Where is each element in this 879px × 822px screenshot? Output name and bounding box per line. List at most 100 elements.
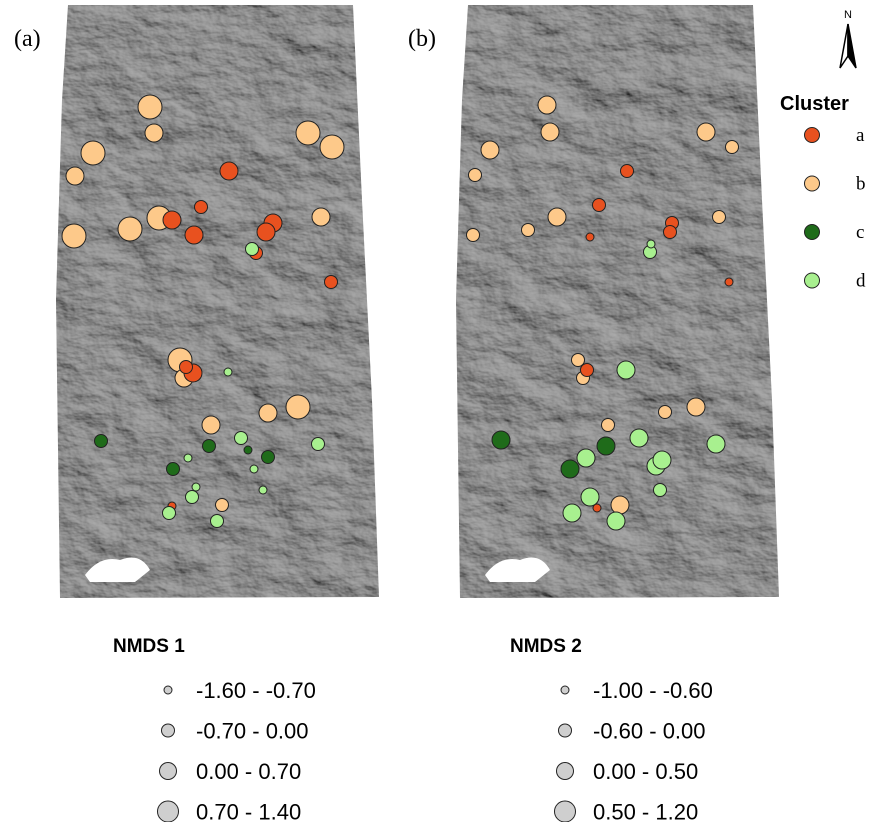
site-point bbox=[492, 431, 510, 449]
site-point bbox=[259, 486, 267, 494]
site-point bbox=[607, 512, 625, 530]
site-point bbox=[647, 240, 655, 248]
site-point bbox=[211, 515, 224, 528]
legend-label: -1.60 - -0.70 bbox=[196, 678, 316, 703]
site-point bbox=[202, 416, 220, 434]
site-point bbox=[184, 454, 192, 462]
site-point bbox=[586, 233, 594, 241]
site-point bbox=[548, 208, 566, 226]
legend-label: 0.00 - 0.50 bbox=[593, 759, 698, 784]
site-point bbox=[118, 217, 142, 241]
site-point bbox=[581, 488, 599, 506]
site-point bbox=[262, 451, 275, 464]
site-point bbox=[244, 446, 252, 454]
size-swatch bbox=[559, 724, 572, 737]
legend-label: 0.50 - 1.20 bbox=[593, 800, 698, 822]
legend-title: NMDS 2 bbox=[510, 636, 582, 657]
size-swatch bbox=[555, 801, 576, 822]
cluster-legend: a b c d bbox=[805, 125, 867, 292]
site-point bbox=[617, 361, 635, 379]
site-point bbox=[654, 484, 667, 497]
site-point bbox=[167, 463, 180, 476]
site-point bbox=[726, 141, 739, 154]
site-point bbox=[192, 483, 200, 491]
site-point bbox=[296, 121, 320, 145]
size-swatch bbox=[557, 763, 574, 780]
legend-label: -0.60 - 0.00 bbox=[593, 719, 706, 744]
site-point bbox=[216, 499, 229, 512]
site-point bbox=[235, 432, 248, 445]
legend-label: -0.70 - 0.00 bbox=[196, 719, 309, 744]
site-point bbox=[577, 449, 595, 467]
legend-label: b bbox=[856, 174, 866, 195]
north-label: N bbox=[844, 9, 852, 21]
site-point bbox=[195, 201, 208, 214]
site-point bbox=[312, 208, 330, 226]
site-point bbox=[563, 504, 581, 522]
site-point bbox=[481, 141, 499, 159]
size-legends: NMDS 1 -1.60 - -0.70 -0.70 - 0.00 0.00 - 0.… bbox=[113, 636, 713, 822]
site-point bbox=[220, 162, 238, 180]
site-point bbox=[180, 361, 193, 374]
size-swatch bbox=[160, 763, 177, 780]
site-point bbox=[697, 123, 715, 141]
site-point bbox=[145, 124, 163, 142]
legend-label: a bbox=[856, 125, 865, 146]
size-swatch bbox=[158, 801, 179, 822]
site-point bbox=[325, 276, 338, 289]
legend-swatch bbox=[805, 128, 820, 143]
site-point bbox=[163, 507, 176, 520]
site-point bbox=[138, 95, 162, 119]
size-swatch bbox=[162, 724, 175, 737]
size-swatch bbox=[164, 686, 172, 694]
north-arrow: N bbox=[840, 9, 856, 68]
legend-swatch bbox=[805, 273, 820, 288]
site-point bbox=[467, 229, 480, 242]
site-point bbox=[163, 211, 181, 229]
legend-label: 0.00 - 0.70 bbox=[196, 759, 301, 784]
site-point bbox=[630, 429, 648, 447]
site-point bbox=[185, 226, 203, 244]
site-point bbox=[203, 440, 216, 453]
site-point bbox=[62, 224, 86, 248]
site-point bbox=[469, 169, 482, 182]
legend-label: d bbox=[856, 271, 866, 292]
legend-swatch bbox=[805, 176, 820, 191]
site-point bbox=[611, 496, 629, 514]
site-point bbox=[541, 123, 559, 141]
site-point bbox=[602, 419, 615, 432]
site-point bbox=[224, 368, 232, 376]
site-point bbox=[66, 167, 84, 185]
site-point bbox=[561, 460, 579, 478]
site-point bbox=[593, 199, 606, 212]
site-point bbox=[186, 491, 199, 504]
site-point bbox=[522, 224, 535, 237]
site-point bbox=[707, 435, 725, 453]
figure: (a) (b) N Cluster abcd NMDS 1-1.60 - -0.… bbox=[0, 0, 879, 822]
site-point bbox=[572, 354, 585, 367]
panel-label: (a) bbox=[14, 26, 41, 52]
site-point bbox=[259, 404, 277, 422]
site-point bbox=[257, 223, 275, 241]
site-point bbox=[246, 243, 259, 256]
site-point bbox=[250, 465, 258, 473]
site-point bbox=[312, 438, 325, 451]
legend-title: NMDS 1 bbox=[113, 636, 185, 657]
site-point bbox=[320, 135, 344, 159]
legend-label: c bbox=[856, 222, 864, 243]
site-point bbox=[725, 278, 733, 286]
panel-label: (b) bbox=[408, 26, 436, 52]
site-point bbox=[95, 435, 108, 448]
site-point bbox=[538, 96, 556, 114]
site-point bbox=[286, 395, 310, 419]
legend-label: 0.70 - 1.40 bbox=[196, 800, 301, 822]
site-point bbox=[581, 364, 594, 377]
site-point bbox=[653, 451, 671, 469]
site-point bbox=[664, 226, 677, 239]
site-point bbox=[659, 406, 672, 419]
site-point bbox=[81, 141, 105, 165]
site-point bbox=[687, 398, 705, 416]
legend-label: -1.00 - -0.60 bbox=[593, 678, 713, 703]
site-point bbox=[713, 211, 726, 224]
site-point bbox=[621, 165, 634, 178]
